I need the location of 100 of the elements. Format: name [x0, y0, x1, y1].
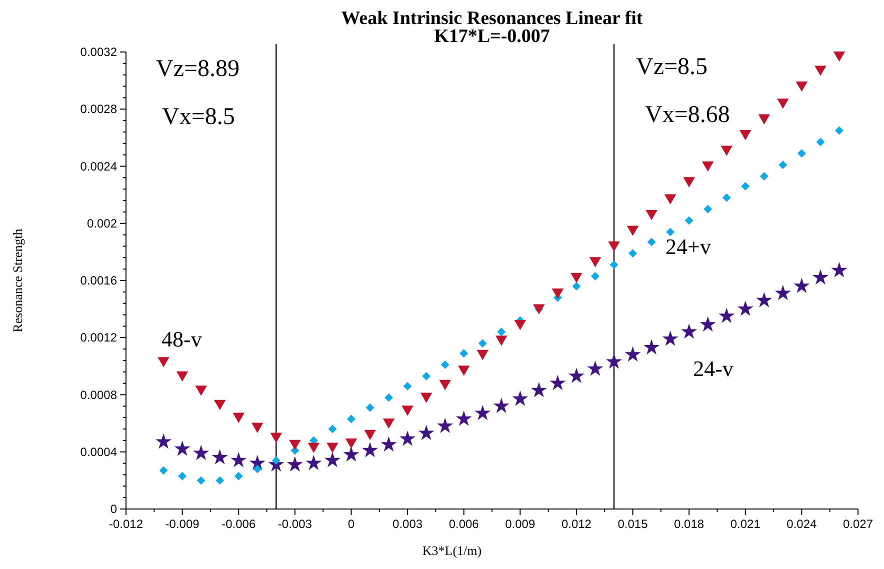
x-tick-label: 0.009 — [505, 517, 536, 531]
point — [156, 433, 172, 449]
point — [234, 472, 243, 480]
point — [196, 476, 206, 485]
point — [590, 272, 600, 280]
point — [624, 346, 641, 362]
y-tick-label: 0 — [110, 502, 118, 516]
y-tick-label: 0.0004 — [80, 444, 118, 459]
point — [249, 454, 266, 470]
point — [589, 257, 602, 268]
point — [178, 472, 187, 480]
x-axis-title: K3*L(1/m) — [422, 543, 482, 558]
y-tick-label: 0.002 — [86, 216, 118, 230]
point — [797, 149, 806, 158]
point — [422, 372, 431, 380]
point — [497, 328, 506, 336]
point — [831, 262, 848, 278]
x-tick-label: -0.012 — [108, 517, 144, 531]
point — [440, 360, 450, 369]
point — [230, 452, 247, 468]
point — [550, 374, 566, 390]
point — [737, 300, 754, 316]
point — [568, 368, 584, 384]
point — [572, 282, 581, 290]
point — [644, 339, 660, 354]
point — [834, 126, 844, 135]
point — [418, 424, 434, 440]
point — [664, 194, 676, 204]
y-tick-label: 0.0008 — [80, 388, 118, 402]
series-label: 24+v — [666, 234, 711, 259]
point — [493, 398, 510, 414]
point — [741, 182, 750, 190]
y-tick-label: 0.0012 — [80, 330, 118, 345]
point — [286, 456, 303, 472]
annotation: Vx=8.5 — [162, 104, 235, 130]
point — [212, 449, 228, 464]
x-tick-label: -0.003 — [278, 517, 312, 531]
chart-title: Weak Intrinsic Resonances Linear fit — [341, 8, 644, 29]
point — [343, 446, 360, 462]
point — [794, 278, 810, 294]
point — [758, 114, 770, 124]
point — [760, 172, 768, 180]
x-tick-label: 0.021 — [730, 517, 761, 531]
point — [774, 284, 791, 300]
y-axis-title: Resonance Strength — [10, 228, 25, 332]
y-tick-label: 0.0032 — [80, 45, 118, 59]
series-label: 48-v — [162, 326, 202, 352]
x-tick-label: 0.012 — [561, 517, 592, 531]
point — [812, 269, 828, 284]
point — [702, 161, 714, 172]
point — [253, 464, 262, 474]
annotation: Vz=8.89 — [156, 56, 240, 82]
point — [610, 260, 618, 270]
x-tick-label: -0.006 — [222, 517, 256, 531]
point — [380, 436, 397, 452]
point — [324, 452, 340, 468]
point — [700, 316, 716, 332]
point — [684, 216, 694, 225]
point — [460, 349, 468, 358]
point — [683, 177, 695, 188]
point — [720, 146, 732, 156]
y-tick-label: 0.0028 — [80, 102, 118, 116]
point — [718, 308, 735, 324]
x-tick-label: 0.024 — [786, 517, 818, 531]
y-tick-label: 0.0016 — [80, 274, 118, 288]
point — [796, 81, 808, 92]
point — [704, 204, 712, 214]
point — [740, 130, 752, 140]
point — [400, 430, 416, 446]
point — [384, 393, 394, 402]
point — [456, 410, 472, 426]
point — [328, 424, 337, 434]
point — [606, 353, 622, 369]
point — [722, 193, 731, 202]
x-tick-label: 0.006 — [448, 517, 480, 531]
point — [362, 442, 378, 458]
point — [833, 51, 846, 62]
point — [814, 66, 826, 76]
point — [366, 403, 374, 412]
point — [437, 418, 454, 433]
point — [778, 160, 788, 170]
annotation: Vz=8.5 — [636, 54, 708, 80]
point — [530, 382, 547, 398]
point — [478, 339, 487, 348]
point — [628, 249, 638, 258]
chart-subtitle: K17*L=-0.007 — [434, 26, 550, 47]
point — [512, 390, 528, 406]
point — [403, 382, 412, 390]
x-tick-label: 0.018 — [674, 517, 704, 531]
point — [662, 330, 678, 346]
point — [647, 238, 656, 246]
point — [777, 98, 789, 109]
point — [159, 466, 168, 475]
point — [216, 476, 224, 485]
point — [306, 454, 322, 470]
point — [587, 360, 604, 376]
y-tick-label: 0.0024 — [80, 159, 118, 174]
x-tick-label: 0.027 — [842, 517, 874, 531]
annotation: Vx=8.68 — [645, 102, 730, 128]
point — [626, 226, 639, 236]
